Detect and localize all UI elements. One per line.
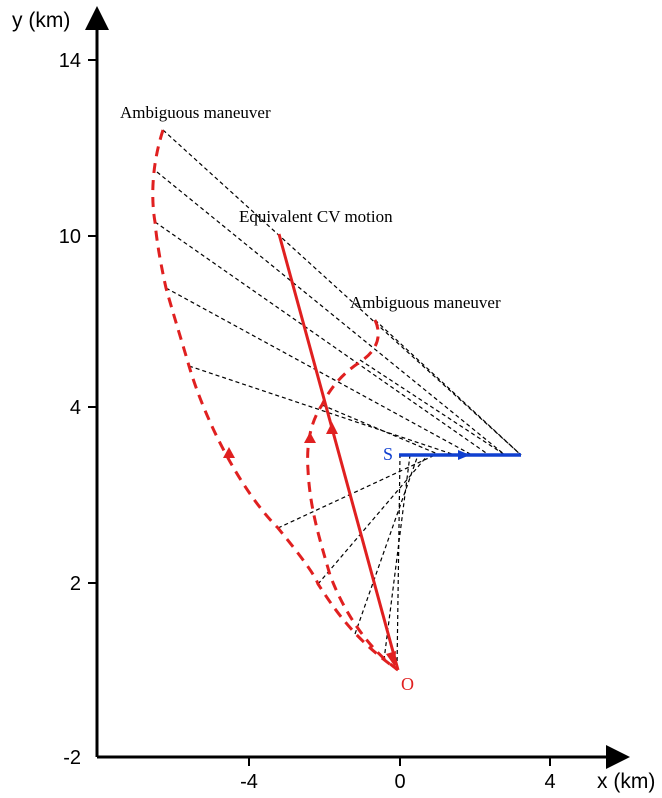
- x-tick-label-0: 0: [394, 771, 405, 793]
- construction-line: [374, 319, 522, 456]
- construction-line: [277, 454, 436, 529]
- construction-line: [162, 129, 522, 456]
- construction-line: [396, 454, 401, 669]
- construction-line: [188, 365, 456, 456]
- ambiguous-maneuver-top-label: Ambiguous maneuver: [120, 103, 271, 122]
- observer-label: O: [401, 674, 414, 694]
- y-tick-label-14: 14: [59, 50, 81, 72]
- equivalent-cv-line: [277, 233, 400, 671]
- construction-line: [165, 287, 473, 456]
- cv-line-arrowhead: [326, 422, 338, 434]
- x-axis-arrowhead: [606, 745, 630, 769]
- construction-lines: [154, 129, 522, 669]
- y-axis-label: y (km): [12, 9, 70, 32]
- y-tick-label-neg2: -2: [63, 747, 81, 769]
- y-axis-arrowhead: [85, 6, 109, 30]
- x-axis: [97, 745, 630, 769]
- construction-line: [156, 171, 506, 456]
- construction-line: [359, 359, 506, 456]
- inner-ambiguous-maneuver-curve: [306, 319, 399, 672]
- y-tick-label-10: 10: [59, 226, 81, 248]
- outer-curve-arrowhead: [223, 447, 235, 458]
- outer-ambiguous-maneuver-curve: [151, 129, 399, 672]
- x-tick-label-neg4: -4: [240, 771, 258, 793]
- construction-line: [354, 454, 419, 635]
- x-axis-label: x (km): [597, 770, 655, 793]
- equivalent-cv-motion-label: Equivalent CV motion: [239, 207, 393, 226]
- construction-line: [154, 221, 490, 456]
- y-tick-label-4: 4: [70, 397, 81, 419]
- construction-line: [321, 404, 441, 456]
- y-tick-label-2: 2: [70, 573, 81, 595]
- ambiguous-maneuver-mid-label: Ambiguous maneuver: [350, 293, 501, 312]
- sensor-track-arrowhead: [458, 450, 470, 460]
- observer-arrowhead: [386, 651, 396, 667]
- construction-line: [317, 454, 429, 585]
- sensor-label: S: [383, 444, 393, 464]
- inner-curve-arrowhead: [304, 432, 316, 443]
- y-axis: [85, 6, 109, 757]
- x-tick-label-4: 4: [544, 771, 555, 793]
